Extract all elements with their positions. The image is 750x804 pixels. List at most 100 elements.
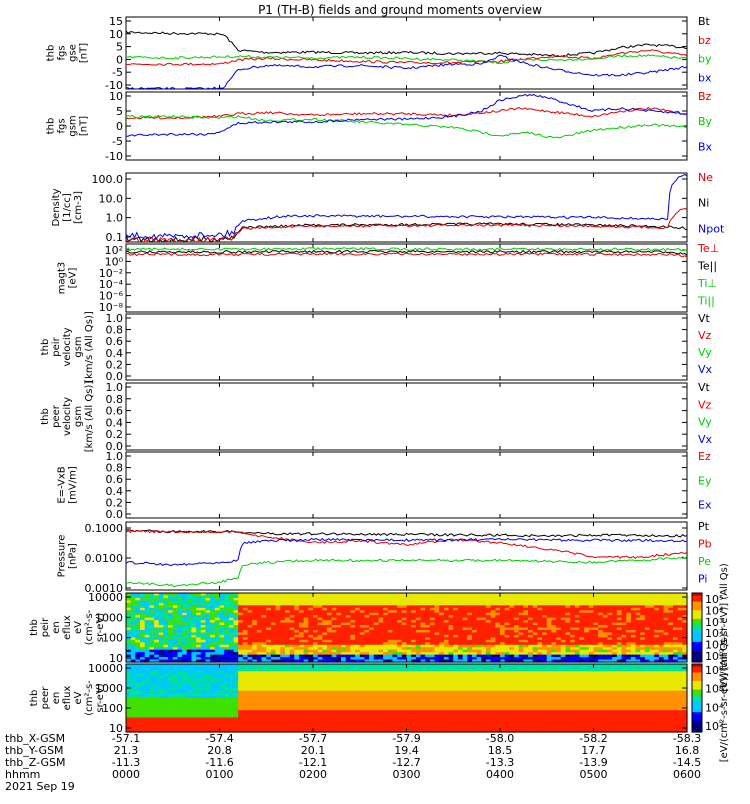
y-axis-label: [eV] bbox=[68, 268, 79, 289]
legend-ti⊥: Ti⊥ bbox=[697, 277, 717, 290]
y-tick-label: 0.1 bbox=[106, 231, 124, 244]
legend-bz: Bz bbox=[698, 90, 712, 103]
y-axis-label: [km/s (All Qs)] bbox=[84, 381, 95, 453]
y-tick-label: 10 bbox=[109, 28, 123, 41]
y-axis-label: velocity bbox=[62, 327, 73, 366]
panel-frame bbox=[126, 17, 687, 89]
y-tick-label: 5 bbox=[116, 41, 123, 54]
panel-frame bbox=[126, 452, 687, 518]
y-axis-label: gsm bbox=[73, 406, 84, 427]
legend-by: By bbox=[698, 115, 713, 128]
panel-frame bbox=[126, 383, 687, 450]
y-tick-label: -10 bbox=[105, 150, 123, 163]
legend-ne: Ne bbox=[698, 171, 713, 184]
y-axis-label: thb bbox=[46, 45, 57, 62]
y-axis-label: Density bbox=[51, 188, 62, 226]
legend-bz: bz bbox=[698, 34, 711, 47]
y-axis-label: gsm bbox=[73, 336, 84, 357]
y-axis-label: peir bbox=[51, 336, 62, 356]
series-line-red bbox=[126, 253, 687, 257]
y-axis-label: eflux bbox=[62, 615, 73, 640]
y-tick-label: -5 bbox=[112, 66, 123, 79]
y-axis-label: thb bbox=[46, 118, 57, 135]
y-tick-label: 5 bbox=[116, 105, 123, 118]
y-axis-label: sr-eV) bbox=[95, 613, 106, 642]
y-axis-label: (cm²-s- bbox=[84, 609, 95, 645]
y-axis-label: [mV/m] bbox=[68, 466, 79, 504]
y-tick-label: 0.0 bbox=[106, 508, 124, 521]
legend-npot: Npot bbox=[698, 222, 725, 235]
legend-ti||: Ti|| bbox=[697, 295, 715, 308]
panel-p4: 10²10⁰10⁻²10⁻⁴10⁻⁶10⁻⁸magt3[eV]Te⊥Te||Ti… bbox=[57, 242, 720, 314]
y-tick-label: 0 bbox=[116, 120, 123, 133]
legend-vt: Vt bbox=[698, 312, 711, 325]
y-axis-label: [cm-3] bbox=[73, 191, 84, 224]
legend-pb: Pb bbox=[698, 538, 712, 551]
y-axis-label: peer bbox=[51, 404, 62, 428]
series-line-blue bbox=[126, 55, 687, 90]
y-axis-label: fgs bbox=[57, 45, 68, 60]
legend-ex: Ex bbox=[698, 499, 712, 512]
series-line-green bbox=[126, 248, 687, 251]
legend-ni: Ni bbox=[698, 197, 709, 210]
y-axis-label: thb bbox=[40, 339, 51, 356]
y-axis-label: gse bbox=[68, 44, 79, 62]
series-group bbox=[126, 530, 687, 587]
legend-bx: bx bbox=[698, 71, 712, 84]
y-axis-label: [nT] bbox=[79, 43, 90, 63]
y-tick-label: 1.0 bbox=[106, 212, 124, 225]
series-group bbox=[126, 175, 687, 244]
legend-te||: Te|| bbox=[697, 260, 717, 273]
panel-frame bbox=[126, 173, 687, 242]
y-tick-label: 0.1000 bbox=[85, 522, 124, 535]
y-axis-label: [1/cc] bbox=[62, 193, 73, 222]
chart-title: P1 (TH-B) fields and ground moments over… bbox=[258, 3, 542, 17]
y-axis-label: [nPa] bbox=[68, 543, 79, 569]
y-axis-label: [km/s (All Qs)] bbox=[84, 311, 95, 383]
legend-vx: Vx bbox=[698, 433, 713, 446]
series-group bbox=[126, 31, 687, 90]
legend-vz: Vz bbox=[698, 329, 712, 342]
legend-vy: Vy bbox=[698, 346, 712, 359]
legend-bt: Bt bbox=[698, 15, 711, 28]
panel-frame bbox=[126, 92, 687, 160]
legend-ey: Ey bbox=[698, 474, 712, 487]
y-tick-label: 100.0 bbox=[92, 173, 124, 186]
series-line-blue bbox=[126, 175, 687, 239]
legend-by: by bbox=[698, 53, 712, 66]
series-group bbox=[126, 94, 687, 137]
panel-p3: 100.0 10.0 1.0 0.1 Density[1/cc][cm-3] Ne Ni Np… bbox=[51, 171, 725, 244]
y-axis-label: eV bbox=[73, 621, 84, 634]
legend-ez: Ez bbox=[698, 450, 711, 463]
y-axis-label: peir bbox=[40, 617, 51, 637]
legend-pi: Pi bbox=[698, 573, 707, 586]
y-axis-label: Pressure bbox=[57, 535, 68, 578]
y-tick-label: 10000 bbox=[88, 591, 123, 604]
y-axis-label: en bbox=[51, 621, 62, 634]
panel-frame bbox=[126, 314, 687, 380]
spectrogram-p10 bbox=[126, 664, 688, 733]
series-group bbox=[126, 248, 687, 258]
series-line-black bbox=[126, 31, 687, 57]
y-tick-label: 0.0100 bbox=[85, 552, 124, 565]
legend-vz: Vz bbox=[698, 398, 712, 411]
y-tick-label: 0 bbox=[116, 53, 123, 66]
series-line-blue bbox=[126, 539, 687, 566]
spectrogram-p9 bbox=[126, 593, 688, 663]
y-axis-label: [nT] bbox=[79, 116, 90, 136]
legend-bx: Bx bbox=[698, 140, 713, 153]
y-axis-label: E=-VxB bbox=[57, 466, 68, 503]
series-line-black bbox=[126, 530, 687, 537]
series-line-green bbox=[126, 556, 687, 586]
legend-pt: Pt bbox=[698, 520, 710, 533]
y-axis-label: velocity bbox=[62, 397, 73, 436]
y-axis-label: fgs bbox=[57, 118, 68, 133]
y-tick-label: 10.0 bbox=[99, 192, 124, 205]
